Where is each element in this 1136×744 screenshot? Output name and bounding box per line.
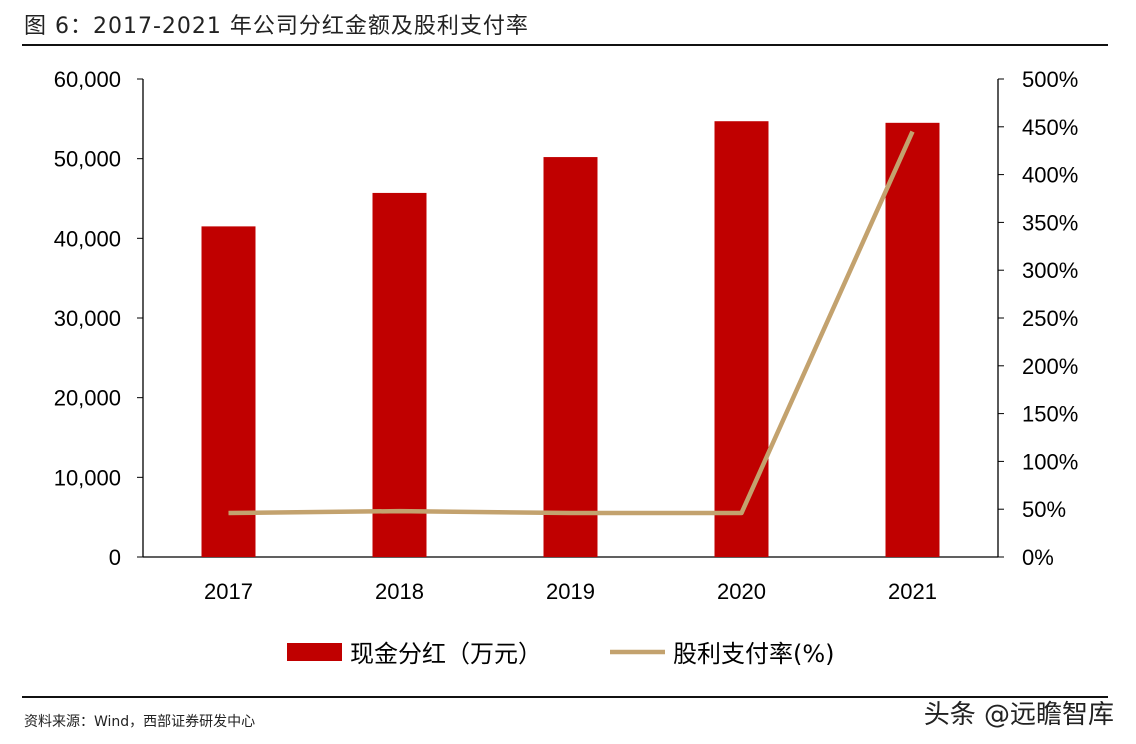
right-tick-label: 450% — [1022, 115, 1078, 140]
chart: 0 10,000 20,000 30,000 40,000 50,000 60,000 0% 5… — [54, 67, 1079, 668]
x-tick-label: 2017 — [204, 579, 253, 604]
left-tick-label: 50,000 — [54, 147, 121, 172]
right-tick-label: 50% — [1022, 497, 1066, 522]
bar-2018 — [372, 192, 427, 557]
bottom-rule — [22, 696, 1108, 698]
left-tick-label: 40,000 — [54, 226, 121, 251]
chart-title: 图 6：2017-2021 年公司分红金额及股利支付率 — [24, 14, 529, 39]
x-tick-label: 2019 — [546, 579, 595, 604]
x-tick-label: 2018 — [375, 579, 424, 604]
left-tick-label: 30,000 — [54, 306, 121, 331]
left-tick-label: 60,000 — [54, 67, 121, 92]
x-tick-label: 2021 — [888, 579, 937, 604]
left-tick-label: 20,000 — [54, 386, 121, 411]
left-tick-label: 10,000 — [54, 465, 121, 490]
right-tick-label: 400% — [1022, 163, 1078, 188]
right-tick-label: 350% — [1022, 210, 1078, 235]
right-tick-label: 0% — [1022, 545, 1054, 570]
bar-2017 — [201, 226, 256, 557]
right-tick-label: 150% — [1022, 402, 1078, 427]
left-tick-label: 0 — [109, 545, 121, 570]
watermark: 头条 @远瞻智库 — [923, 700, 1114, 730]
top-rule — [22, 44, 1108, 46]
source-note: 资料来源：Wind，西部证券研发中心 — [24, 714, 256, 730]
legend-label-line: 股利支付率(%) — [673, 640, 835, 668]
legend-label-bar: 现金分红（万元） — [350, 640, 542, 668]
x-tick-label: 2020 — [717, 579, 766, 604]
right-tick-label: 200% — [1022, 354, 1078, 379]
legend-swatch-bar — [287, 643, 342, 661]
right-tick-label: 250% — [1022, 306, 1078, 331]
bar-2019 — [543, 157, 598, 557]
bar-2021 — [885, 122, 940, 558]
right-tick-label: 300% — [1022, 258, 1078, 283]
right-tick-label: 100% — [1022, 449, 1078, 474]
right-tick-label: 500% — [1022, 67, 1078, 92]
bar-2020 — [714, 121, 769, 558]
